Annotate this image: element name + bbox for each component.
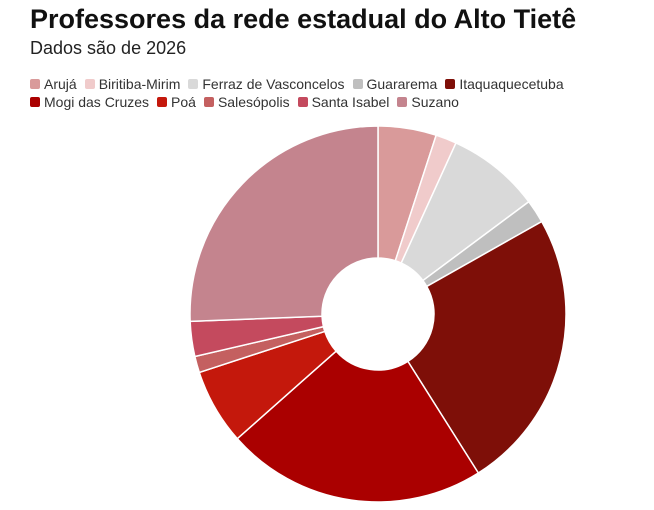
legend-label: Biritiba-Mirim	[98, 76, 181, 92]
donut-slice	[236, 350, 480, 503]
legend-item: Salesópolis	[203, 94, 290, 110]
chart-title: Professores da rede estadual do Alto Tie…	[30, 4, 577, 34]
legend-label: Guararema	[366, 76, 438, 92]
legend-label: Arujá	[44, 76, 77, 92]
legend-swatch	[445, 79, 456, 89]
legend-item: Poá	[157, 94, 196, 110]
legend-item: Mogi das Cruzes	[30, 94, 149, 110]
legend-item: Biritiba-Mirim	[84, 76, 181, 92]
legend-item: Itaquaquecetuba	[445, 76, 564, 92]
legend-label: Suzano	[411, 94, 459, 110]
legend-swatch	[188, 79, 199, 89]
legend-item: Santa Isabel	[297, 94, 390, 110]
legend-label: Salesópolis	[217, 94, 290, 110]
legend-swatch	[30, 97, 40, 107]
legend-item: Arujá	[30, 76, 77, 92]
donut-slice	[189, 125, 379, 323]
legend-swatch	[352, 79, 363, 89]
legend-swatch	[203, 97, 214, 107]
legend-label: Mogi das Cruzes	[44, 94, 150, 110]
legend-label: Santa Isabel	[311, 94, 390, 110]
legend-swatch	[297, 97, 308, 107]
legend-item: Ferraz de Vasconcelos	[188, 76, 345, 92]
legend-swatch	[84, 79, 95, 89]
legend-item: Suzano	[397, 94, 459, 110]
legend-label: Poá	[171, 94, 196, 110]
legend-label: Ferraz de Vasconcelos	[202, 76, 345, 92]
legend: Arujá Biritiba-Mirim Ferraz de Vasconcelos…	[30, 76, 630, 110]
legend-swatch	[397, 97, 408, 107]
legend-label: Itaquaquecetuba	[459, 76, 564, 92]
legend-swatch	[157, 97, 168, 107]
donut-slice	[406, 220, 567, 475]
legend-swatch	[30, 79, 40, 89]
legend-item: Guararema	[352, 76, 438, 92]
chart-subtitle: Dados são de 2026	[30, 38, 187, 58]
